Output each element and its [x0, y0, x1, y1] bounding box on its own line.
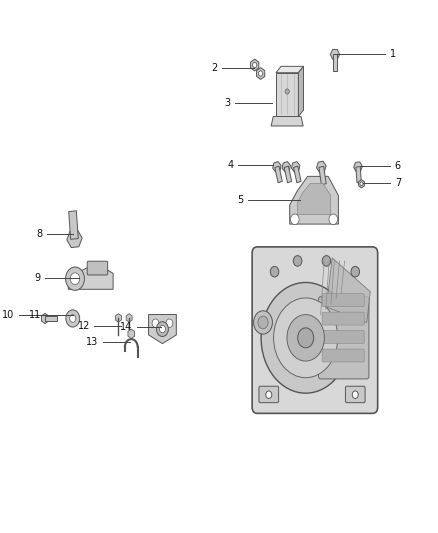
Polygon shape — [326, 258, 370, 322]
Circle shape — [253, 62, 257, 68]
Polygon shape — [116, 314, 121, 322]
Polygon shape — [128, 329, 134, 338]
Circle shape — [66, 310, 80, 327]
Text: 10: 10 — [3, 310, 15, 320]
FancyBboxPatch shape — [259, 386, 279, 402]
Polygon shape — [275, 166, 282, 183]
Circle shape — [71, 273, 80, 285]
Polygon shape — [45, 316, 57, 321]
Circle shape — [152, 319, 159, 327]
Circle shape — [293, 256, 302, 266]
Text: 1: 1 — [390, 50, 396, 59]
Text: 12: 12 — [78, 321, 90, 331]
Circle shape — [287, 314, 325, 361]
Polygon shape — [359, 180, 364, 188]
Text: 6: 6 — [395, 161, 401, 171]
Text: 11: 11 — [29, 310, 42, 320]
Polygon shape — [69, 211, 78, 239]
FancyBboxPatch shape — [322, 294, 364, 306]
Circle shape — [274, 298, 338, 378]
Polygon shape — [290, 176, 339, 224]
Circle shape — [70, 314, 76, 322]
Circle shape — [254, 311, 272, 334]
Polygon shape — [271, 116, 303, 126]
Polygon shape — [356, 167, 361, 183]
Polygon shape — [297, 183, 331, 215]
FancyBboxPatch shape — [322, 330, 364, 343]
Polygon shape — [42, 313, 49, 324]
FancyBboxPatch shape — [346, 386, 365, 402]
Circle shape — [329, 214, 338, 224]
Circle shape — [290, 214, 299, 224]
Text: 8: 8 — [37, 229, 43, 239]
Circle shape — [270, 266, 279, 277]
Circle shape — [298, 328, 314, 348]
FancyBboxPatch shape — [276, 72, 298, 116]
Polygon shape — [148, 314, 177, 344]
Polygon shape — [284, 166, 292, 183]
Circle shape — [322, 256, 331, 266]
Circle shape — [352, 391, 358, 399]
Text: 5: 5 — [237, 195, 244, 205]
Polygon shape — [257, 68, 265, 79]
Polygon shape — [126, 314, 132, 322]
Polygon shape — [273, 161, 281, 172]
Circle shape — [66, 267, 85, 290]
Text: 14: 14 — [120, 322, 133, 333]
Circle shape — [360, 182, 363, 185]
Circle shape — [261, 282, 350, 393]
Circle shape — [258, 71, 263, 76]
Circle shape — [258, 316, 268, 329]
Circle shape — [159, 325, 166, 333]
Text: 2: 2 — [212, 63, 218, 72]
Polygon shape — [317, 161, 326, 173]
Text: 13: 13 — [86, 337, 99, 347]
Polygon shape — [354, 162, 362, 172]
Circle shape — [166, 319, 173, 327]
Polygon shape — [68, 268, 113, 289]
Polygon shape — [319, 166, 326, 185]
Polygon shape — [251, 59, 259, 71]
Text: 3: 3 — [224, 98, 230, 108]
Polygon shape — [293, 166, 301, 183]
FancyBboxPatch shape — [318, 297, 369, 379]
Polygon shape — [330, 50, 339, 59]
Polygon shape — [298, 66, 304, 116]
Text: 9: 9 — [35, 273, 41, 283]
Polygon shape — [282, 161, 290, 172]
Polygon shape — [291, 161, 300, 172]
FancyBboxPatch shape — [87, 261, 108, 275]
Circle shape — [285, 89, 289, 94]
Text: 7: 7 — [395, 177, 401, 188]
Circle shape — [266, 391, 272, 399]
Text: 4: 4 — [228, 160, 234, 169]
Circle shape — [351, 266, 360, 277]
Polygon shape — [67, 230, 82, 247]
FancyBboxPatch shape — [322, 349, 364, 362]
FancyBboxPatch shape — [322, 312, 364, 325]
Polygon shape — [333, 54, 337, 71]
Circle shape — [156, 321, 169, 336]
FancyBboxPatch shape — [252, 247, 378, 414]
Polygon shape — [276, 66, 304, 72]
